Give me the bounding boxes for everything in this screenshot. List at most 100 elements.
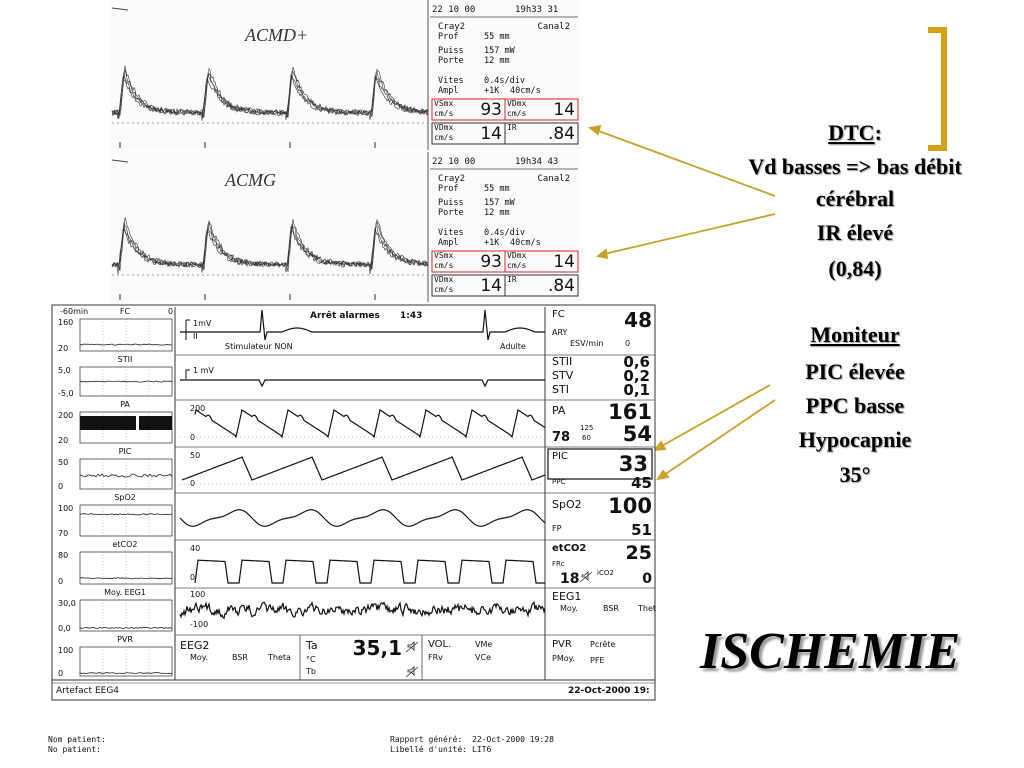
pacer-status: Stimulateur NON bbox=[225, 342, 293, 351]
param-sub: ARY bbox=[552, 328, 568, 337]
arrowhead bbox=[656, 469, 670, 481]
doppler-box-value: 14 bbox=[553, 99, 575, 120]
doppler-setting: 40cm/s bbox=[510, 237, 541, 248]
doppler-box-value: .84 bbox=[547, 275, 575, 296]
param-sub: PFE bbox=[590, 656, 605, 665]
param-value: 78 bbox=[552, 429, 571, 445]
trend-band bbox=[80, 416, 172, 430]
param-label: Ta bbox=[306, 638, 318, 652]
param-label: STI bbox=[552, 382, 569, 396]
bracket bbox=[928, 27, 947, 151]
doppler-box-label: VSmx bbox=[434, 99, 454, 108]
pic-trace bbox=[181, 456, 546, 481]
param-sub: PMoy. bbox=[552, 654, 575, 663]
pa-trace bbox=[194, 409, 546, 439]
doppler-probe: Cray2 bbox=[438, 21, 466, 32]
param-sub: Moy. bbox=[560, 604, 578, 613]
trend-name: FC bbox=[119, 307, 131, 316]
monitor-frame bbox=[51, 304, 656, 701]
param-sub: FP bbox=[552, 524, 562, 533]
trend-name: PA bbox=[120, 400, 130, 409]
param-sub: 125 bbox=[580, 423, 594, 432]
dtc-colon: : bbox=[874, 120, 882, 145]
trend-header: -60min bbox=[60, 307, 89, 316]
doppler-box-label: VDmx bbox=[507, 251, 527, 260]
doppler-box bbox=[504, 274, 579, 297]
trend-scale: 200 bbox=[58, 411, 74, 420]
wave-scale: 0 bbox=[190, 573, 196, 582]
trend-scale: 80 bbox=[58, 551, 69, 560]
ecg-gain: 1mV bbox=[193, 319, 212, 328]
param-label: SpO2 bbox=[552, 497, 582, 511]
doppler-setting: +1K bbox=[484, 237, 500, 248]
doppler-time: 19h34 43 bbox=[515, 156, 559, 167]
monitor-line: PPC basse bbox=[805, 393, 905, 418]
param-label: PA bbox=[552, 403, 566, 417]
doppler-setting: Vites bbox=[438, 75, 464, 86]
trend-name: PIC bbox=[118, 447, 132, 456]
param-sub: °C bbox=[306, 655, 316, 664]
trend-name: Moy. EEG1 bbox=[104, 588, 146, 597]
doppler-setting: 12 mm bbox=[484, 55, 510, 66]
dtc-line: Vd basses => bas débit bbox=[748, 154, 962, 179]
doppler-box-value: 93 bbox=[480, 251, 502, 272]
param-label: EEG1 bbox=[552, 589, 582, 603]
monitor-line: PIC élevée bbox=[805, 359, 905, 384]
pic-box bbox=[547, 448, 653, 480]
doppler-box-label: VDmx bbox=[434, 123, 454, 132]
dtc-line: cérébral bbox=[815, 186, 895, 211]
doppler-box-unit: cm/s bbox=[434, 285, 454, 294]
trend-scale: 160 bbox=[58, 318, 74, 327]
doppler-box-value: 14 bbox=[480, 123, 502, 144]
arrow bbox=[659, 384, 771, 448]
param-value: 0,2 bbox=[623, 366, 650, 385]
ecg-trace bbox=[180, 309, 545, 341]
doppler-setting: Porte bbox=[438, 207, 464, 218]
wave-scale: 0 bbox=[190, 433, 196, 442]
doppler-mark bbox=[111, 7, 129, 11]
doppler-box bbox=[504, 250, 579, 273]
param-sub: Tb bbox=[306, 667, 316, 676]
param-sub: BSR bbox=[603, 604, 619, 613]
param-label: STII bbox=[552, 354, 573, 368]
trend-line bbox=[79, 343, 173, 346]
doppler-setting: Porte bbox=[438, 55, 464, 66]
eeg-trace bbox=[179, 600, 546, 620]
param-value: 51 bbox=[631, 520, 652, 539]
mute-icon bbox=[405, 641, 419, 678]
doppler-setting: 55 mm bbox=[484, 31, 510, 42]
dtc-line: IR élevé bbox=[816, 220, 894, 245]
param-value: 18 bbox=[560, 571, 580, 587]
param-value: 45 bbox=[631, 473, 652, 492]
dtc-heading: DTC: bbox=[725, 122, 985, 144]
trend-scale: 50 bbox=[58, 458, 69, 467]
monitor-heading: Moniteur bbox=[810, 322, 900, 347]
doppler-mark bbox=[111, 159, 129, 163]
doppler-setting: 0.4s/div bbox=[484, 227, 525, 238]
doppler-trace bbox=[111, 217, 429, 273]
arrows bbox=[587, 124, 776, 481]
param-value: 0 bbox=[642, 571, 652, 587]
ecg-trace bbox=[180, 379, 545, 388]
doppler-setting: 55 mm bbox=[484, 183, 510, 194]
trend-scale: -5,0 bbox=[58, 389, 74, 398]
trend-name: SpO2 bbox=[114, 493, 136, 502]
doppler-box-value: 14 bbox=[480, 275, 502, 296]
doppler-box-label: VDmx bbox=[434, 275, 454, 284]
doppler-box-value: 93 bbox=[480, 99, 502, 120]
ecg-lead: II bbox=[193, 332, 198, 341]
trend-scale: 100 bbox=[58, 504, 74, 513]
footer-label: Nom patient: bbox=[48, 735, 106, 744]
doppler-image bbox=[110, 0, 580, 150]
trend-scale: 70 bbox=[58, 529, 69, 538]
doppler-box-value: .84 bbox=[547, 123, 575, 144]
param-value: 161 bbox=[608, 399, 652, 424]
param-sub: ESV/min bbox=[570, 339, 604, 348]
arrow bbox=[663, 399, 776, 476]
arrow bbox=[595, 129, 776, 197]
param-sub: BSR bbox=[232, 653, 248, 662]
param-sub: Pcrête bbox=[590, 640, 616, 649]
